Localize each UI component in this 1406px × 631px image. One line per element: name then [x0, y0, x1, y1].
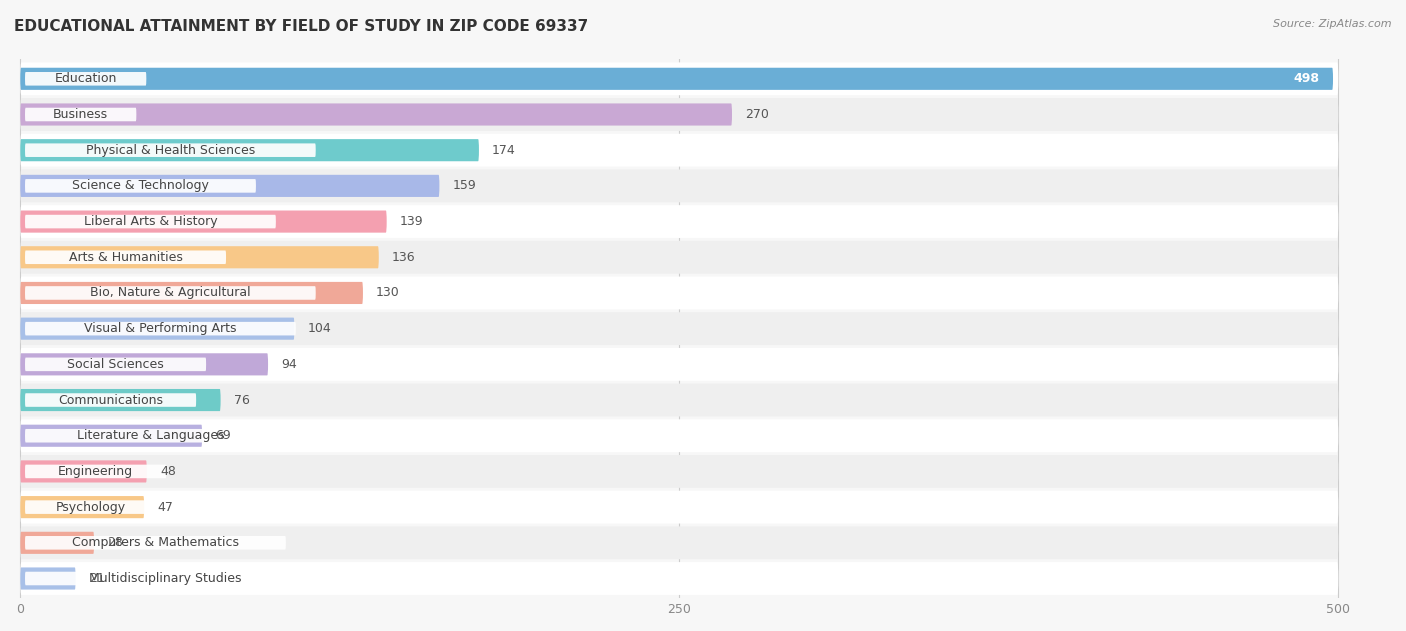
Text: Literature & Languages: Literature & Languages [76, 429, 224, 442]
FancyBboxPatch shape [20, 241, 1339, 274]
Text: Liberal Arts & History: Liberal Arts & History [83, 215, 218, 228]
FancyBboxPatch shape [20, 170, 1339, 203]
Text: 270: 270 [745, 108, 769, 121]
FancyBboxPatch shape [25, 72, 146, 86]
FancyBboxPatch shape [20, 532, 94, 554]
Text: 498: 498 [1294, 73, 1320, 85]
FancyBboxPatch shape [20, 134, 1339, 167]
Text: 94: 94 [281, 358, 297, 371]
FancyBboxPatch shape [20, 425, 202, 447]
Text: 76: 76 [233, 394, 250, 406]
FancyBboxPatch shape [25, 572, 305, 586]
FancyBboxPatch shape [20, 205, 1339, 238]
Text: Multidisciplinary Studies: Multidisciplinary Studies [89, 572, 242, 585]
Text: Business: Business [53, 108, 108, 121]
Text: 69: 69 [215, 429, 231, 442]
Text: 48: 48 [160, 465, 176, 478]
Text: Source: ZipAtlas.com: Source: ZipAtlas.com [1274, 19, 1392, 29]
FancyBboxPatch shape [20, 562, 1339, 595]
Text: Science & Technology: Science & Technology [72, 179, 209, 192]
Text: Engineering: Engineering [58, 465, 134, 478]
FancyBboxPatch shape [20, 348, 1339, 380]
FancyBboxPatch shape [20, 420, 1339, 452]
Text: 139: 139 [399, 215, 423, 228]
Text: 21: 21 [89, 572, 104, 585]
FancyBboxPatch shape [25, 358, 207, 371]
Text: 28: 28 [107, 536, 124, 550]
Text: Visual & Performing Arts: Visual & Performing Arts [84, 322, 236, 335]
Text: Bio, Nature & Agricultural: Bio, Nature & Agricultural [90, 286, 250, 300]
Text: 136: 136 [392, 251, 416, 264]
FancyBboxPatch shape [25, 215, 276, 228]
Text: 174: 174 [492, 144, 516, 156]
FancyBboxPatch shape [20, 491, 1339, 524]
FancyBboxPatch shape [20, 211, 387, 233]
Text: Computers & Mathematics: Computers & Mathematics [72, 536, 239, 550]
FancyBboxPatch shape [25, 108, 136, 121]
FancyBboxPatch shape [20, 68, 1333, 90]
Text: Psychology: Psychology [56, 500, 125, 514]
FancyBboxPatch shape [20, 317, 294, 339]
Text: Education: Education [55, 73, 117, 85]
FancyBboxPatch shape [20, 175, 440, 197]
FancyBboxPatch shape [20, 139, 479, 162]
FancyBboxPatch shape [25, 251, 226, 264]
FancyBboxPatch shape [25, 322, 295, 336]
FancyBboxPatch shape [20, 567, 76, 589]
FancyBboxPatch shape [20, 389, 221, 411]
FancyBboxPatch shape [25, 286, 316, 300]
FancyBboxPatch shape [20, 353, 269, 375]
Text: 130: 130 [377, 286, 399, 300]
FancyBboxPatch shape [20, 455, 1339, 488]
Text: 104: 104 [308, 322, 332, 335]
Text: Communications: Communications [58, 394, 163, 406]
FancyBboxPatch shape [20, 526, 1339, 559]
FancyBboxPatch shape [20, 98, 1339, 131]
FancyBboxPatch shape [25, 393, 197, 407]
Text: Arts & Humanities: Arts & Humanities [69, 251, 183, 264]
FancyBboxPatch shape [25, 536, 285, 550]
FancyBboxPatch shape [20, 103, 733, 126]
FancyBboxPatch shape [20, 276, 1339, 309]
FancyBboxPatch shape [20, 282, 363, 304]
Text: 159: 159 [453, 179, 477, 192]
FancyBboxPatch shape [25, 464, 166, 478]
FancyBboxPatch shape [20, 312, 1339, 345]
Text: Social Sciences: Social Sciences [67, 358, 165, 371]
FancyBboxPatch shape [25, 179, 256, 192]
Text: 47: 47 [157, 500, 173, 514]
FancyBboxPatch shape [25, 500, 156, 514]
FancyBboxPatch shape [20, 246, 378, 268]
Text: EDUCATIONAL ATTAINMENT BY FIELD OF STUDY IN ZIP CODE 69337: EDUCATIONAL ATTAINMENT BY FIELD OF STUDY… [14, 19, 588, 34]
FancyBboxPatch shape [25, 429, 276, 442]
Text: Physical & Health Sciences: Physical & Health Sciences [86, 144, 254, 156]
FancyBboxPatch shape [20, 62, 1339, 95]
FancyBboxPatch shape [20, 384, 1339, 416]
FancyBboxPatch shape [20, 461, 146, 483]
FancyBboxPatch shape [20, 496, 145, 518]
FancyBboxPatch shape [25, 143, 316, 157]
